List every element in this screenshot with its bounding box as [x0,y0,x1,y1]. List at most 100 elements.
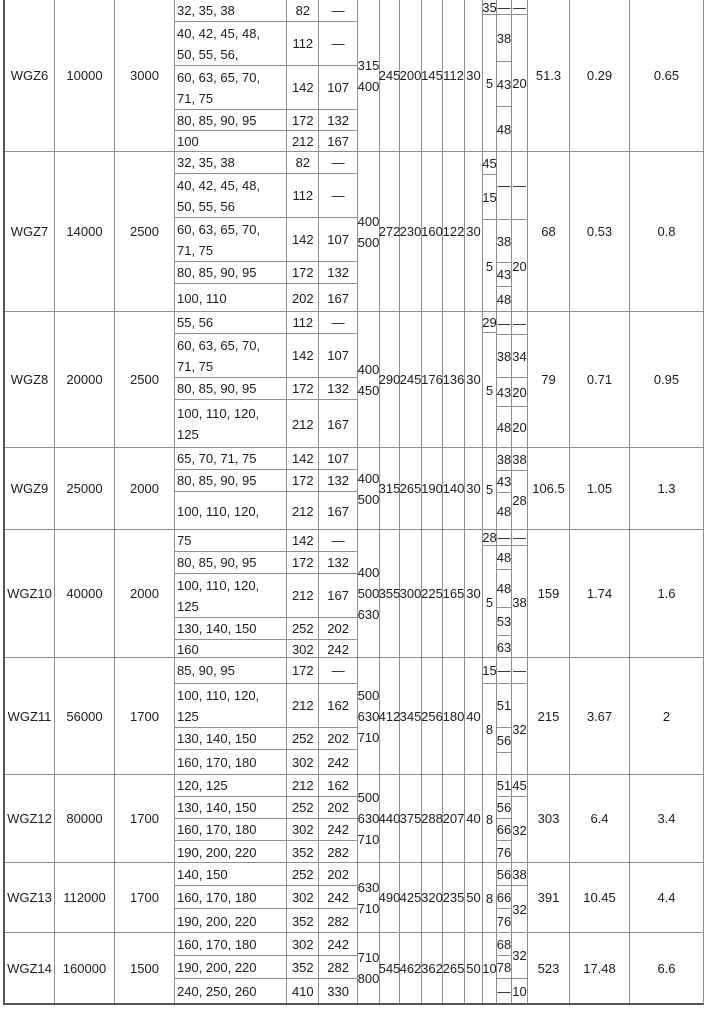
length-l-cell: 302 [287,933,320,955]
dim-cell-3: 160 [421,152,443,311]
t-stack-col: — 38 [512,530,528,657]
bore-row: 130, 140, 150 252 202 [175,797,357,819]
d-diameter-cell: 400 500 [358,152,380,311]
bore-line: 160, 170, 180 [177,936,257,952]
torque-cell: 56000 [55,658,115,774]
s-stack-col: 68 78 — [497,933,512,1003]
dim-cell-2: 300 [400,530,422,657]
torque-cell: 14000 [55,152,115,311]
bore-line: 125 [177,598,199,614]
t-stack-col: — 32 [512,658,528,774]
s-stack-col: —38 43 48 [497,312,512,447]
bore-line: 60, 63, 65, 70, [177,337,261,353]
stack-cell: 32 [512,722,527,737]
length-l1-cell: 107 [327,451,349,466]
length-l1-cell: 132 [327,555,349,570]
stack-cell: — [512,152,527,220]
stack-cell: 35 [482,0,497,15]
bore-row: 130, 140, 150 252 202 [175,728,357,750]
bore-row: 75 142 — [175,530,357,552]
bore-line: 100, 110, 120, [177,687,260,703]
bore-line: 190, 200, 220 [177,913,257,929]
table-row-group: WGZ9 25000 2000 65, 70, 71, 75 142 107 80, 85,… [5,448,703,530]
inertia-cell: 6.4 [570,775,630,862]
bore-line: 80, 85, 90, 95 [177,112,257,128]
d-value: 630 [357,607,380,622]
stack-cell: 38 [512,594,527,610]
bore-row: 60, 63, 65, 70, 71, 75 142 107 [175,334,357,378]
length-l-cell: 302 [287,750,320,775]
length-l-cell: 212 [287,131,320,152]
length-l-cell: 142 [287,448,320,469]
length-l1-cell: 202 [327,621,349,636]
d-value: 710 [357,729,380,745]
d-value: 710 [357,950,380,965]
bore-column: 85, 90, 95 172—100, 110, 120, 125 212 162 13… [175,658,358,775]
length-l1-cell: 132 [327,473,349,488]
length-l1-cell: 242 [327,641,349,657]
stack-cell: 32 [512,902,527,917]
length-l-cell: 212 [287,574,320,617]
length-l1-cell: 107 [327,80,349,95]
length-l1-cell: 167 [327,503,349,519]
bore-diameters-cell: 100 [175,131,288,152]
bore-diameters-cell: 100, 110, 120, 125 [175,400,288,448]
length-l1-cell: 162 [327,778,349,793]
d-value: 500 [357,687,380,703]
table-row-group: WGZ6 10000 3000 32, 35, 38 82—40, 42, 45, 48… [5,0,703,152]
bore-diameters-cell: 40, 42, 45, 48, 50, 55, 56 [175,174,288,217]
bore-line: 85, 90, 95 [177,663,235,678]
dim-cell-4: 122 [443,152,465,311]
model-cell: WGZ13 [5,863,55,932]
dim-cell-2: 245 [400,312,422,447]
length-l-cell: 302 [287,640,320,658]
bore-line: 100, 110, 120, [177,503,260,519]
bore-row: 160 302 242 [175,640,357,658]
stack-cell: 5 [485,383,494,398]
stack-cell: 5 [485,76,494,91]
dim-cell-5: 30 [465,0,483,151]
bore-line: 130, 140, 150 [177,800,257,815]
length-l-cell: 172 [287,470,320,491]
bore-row: 160, 170, 180 302 242 [175,819,357,841]
stack-cell: 15 [482,658,497,684]
bore-diameters-cell: 80, 85, 90, 95 [175,262,288,283]
length-l1-cell: 162 [327,698,349,713]
bore-line: 190, 200, 220 [177,844,257,860]
stack-cell: 38 [512,448,527,471]
bore-diameters-cell: 160 [175,640,288,658]
d-diameter-cell: 630 710 [358,863,380,932]
bore-row: 80, 85, 90, 95 172 132 [175,378,357,400]
stack-cell: 10 [512,983,527,999]
bore-diameters-cell: 160, 170, 180 [175,750,288,775]
length-l-cell: 202 [287,284,320,312]
bore-row: 80, 85, 90, 95 172 132 [175,262,357,284]
dim-cell-2: 462 [400,933,422,1003]
stack-cell: 34 [512,335,527,378]
stack-cell: 15 [482,175,497,220]
bore-line: 71, 75 [177,90,214,106]
stack-cell: 45 [482,152,497,175]
t-stack-col: 38 28 [512,448,528,529]
stack-cell: 32 [512,933,527,979]
bore-diameters-cell: 65, 70, 71, 75 [175,448,288,469]
length-l-cell: 172 [287,378,320,399]
bore-row: 65, 70, 71, 75 142 107 [175,448,357,470]
bore-diameters-cell: 80, 85, 90, 95 [175,110,288,130]
dim-cell-2: 425 [400,863,422,932]
n-stack-col: 29 5 [482,312,497,447]
bore-diameters-cell: 60, 63, 65, 70, 71, 75 [175,218,288,261]
n-stack-col: 15 8 [482,658,497,774]
stack-cell: — [512,312,527,335]
d-value: 400 [357,470,380,486]
n-stack-col: 28 5 [482,530,497,657]
inertia-cell: 0.29 [570,0,630,151]
stack-cell: 76 [496,913,512,929]
d-diameter-cell: 315 400 [358,0,380,151]
dim-cell-1: 545 [379,933,400,1003]
weight-cell: 79 [528,312,570,447]
bore-row: 32, 35, 38 82 — [175,152,357,174]
length-l1-cell: 242 [327,889,349,905]
bore-line: 80, 85, 90, 95 [177,265,257,280]
bore-column: 75 142 — 80, 85, 90, 95 172 132 100, 110, 120,… [175,530,358,658]
